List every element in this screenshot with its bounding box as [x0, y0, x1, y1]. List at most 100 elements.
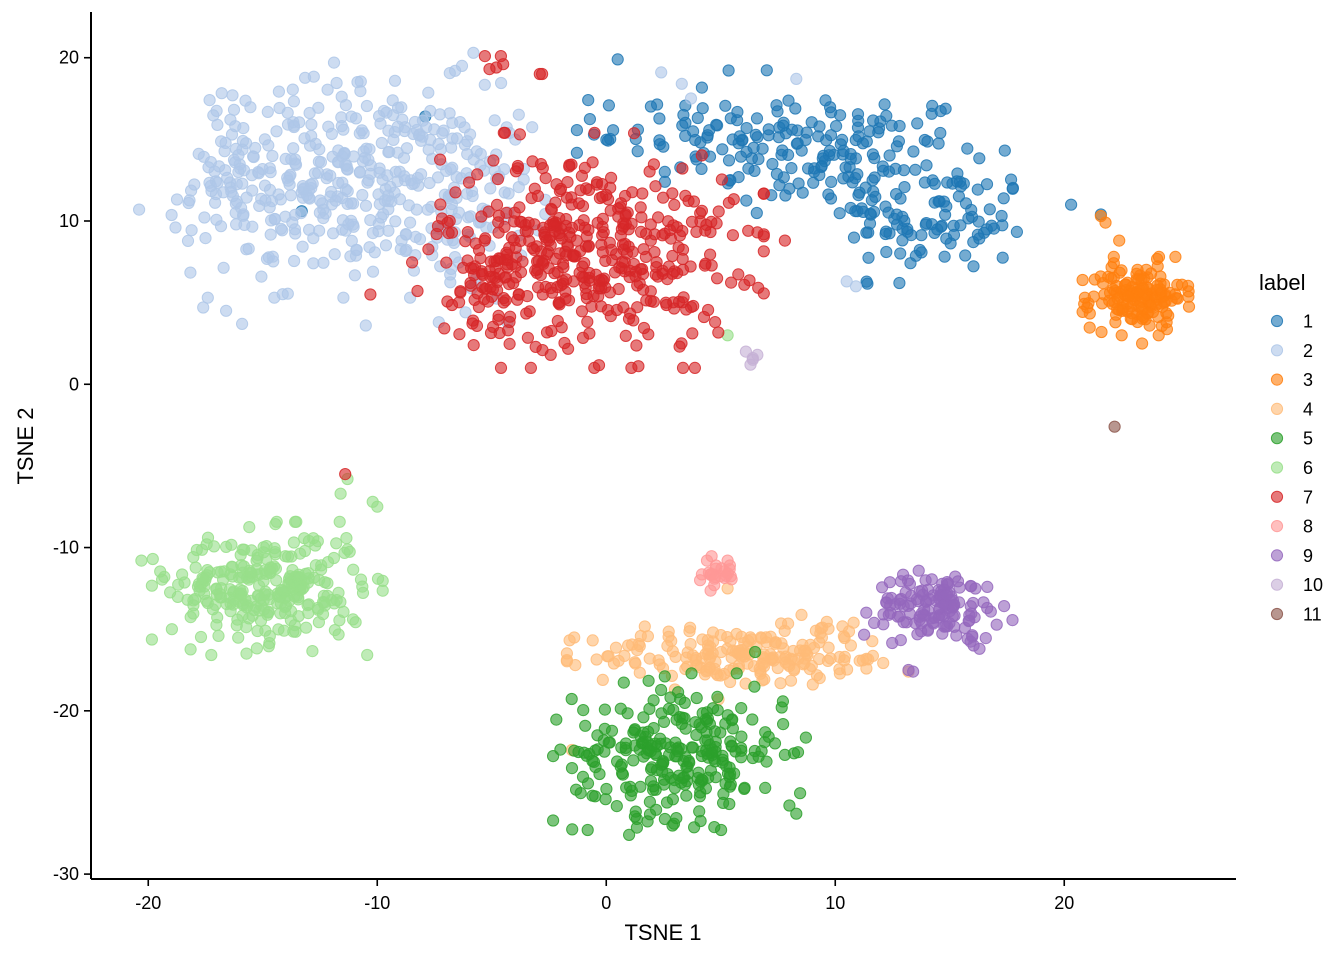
point-4: [784, 674, 798, 687]
point-4: [769, 637, 782, 650]
x-tick-label: -20: [135, 893, 161, 913]
point-7: [682, 194, 695, 207]
point-7: [464, 279, 477, 292]
point-2: [443, 107, 456, 120]
series-11: [1108, 420, 1121, 433]
point-6: [146, 552, 159, 566]
point-6: [245, 544, 258, 557]
point-7: [498, 220, 511, 233]
point-2: [295, 207, 308, 220]
point-6: [211, 566, 224, 579]
point-7: [471, 168, 484, 181]
point-1: [834, 109, 847, 122]
point-1: [830, 120, 843, 133]
point-5: [599, 793, 612, 806]
point-7: [629, 270, 642, 283]
point-6: [184, 643, 197, 656]
point-7: [507, 277, 520, 290]
point-4: [629, 657, 642, 670]
legend-key-6: [1270, 461, 1284, 474]
point-7: [727, 193, 740, 206]
point-7: [632, 360, 645, 373]
point-7: [604, 204, 617, 217]
point-2: [446, 132, 459, 145]
legend-key-11: [1270, 607, 1284, 621]
point-2: [526, 121, 539, 134]
point-6: [257, 546, 270, 559]
point-2: [305, 118, 318, 131]
point-10: [746, 353, 759, 366]
point-4: [696, 633, 709, 646]
point-2: [246, 184, 259, 197]
point-5: [711, 690, 724, 704]
legend-key-1: [1270, 314, 1284, 328]
point-6: [225, 560, 238, 573]
point-6: [245, 566, 258, 580]
point-5: [591, 729, 604, 742]
point-4: [622, 639, 635, 652]
point-5: [566, 823, 579, 836]
point-2: [198, 211, 211, 224]
point-4: [661, 639, 674, 653]
point-2: [380, 106, 393, 119]
point-7: [501, 258, 514, 271]
series-1: [295, 53, 1108, 290]
point-4: [586, 634, 599, 647]
point-2: [314, 156, 327, 169]
point-6: [287, 625, 300, 638]
point-7: [551, 265, 564, 279]
point-2: [495, 76, 508, 90]
point-1: [724, 112, 737, 125]
point-7: [666, 249, 679, 263]
series-8: [694, 550, 738, 597]
point-7: [487, 154, 500, 167]
point-2: [467, 46, 480, 59]
point-3: [1113, 234, 1126, 247]
point-1: [967, 236, 980, 249]
point-5: [589, 744, 602, 757]
point-2: [321, 83, 334, 96]
point-1: [762, 123, 775, 136]
point-5: [748, 680, 761, 693]
point-5: [685, 667, 698, 680]
legend-title: label: [1259, 270, 1305, 295]
point-7: [491, 284, 504, 297]
point-1: [773, 179, 786, 192]
point-7: [478, 50, 491, 63]
point-2: [337, 123, 350, 136]
point-2: [341, 185, 354, 198]
point-7: [648, 228, 661, 241]
point-2: [381, 169, 394, 182]
point-1: [915, 229, 928, 242]
point-7: [574, 245, 587, 258]
point-6: [258, 564, 272, 577]
point-2: [170, 193, 184, 206]
point-3: [1171, 292, 1184, 305]
point-9: [902, 663, 915, 677]
point-1: [995, 209, 1008, 223]
point-5: [637, 711, 650, 724]
point-7: [637, 243, 650, 256]
point-1: [860, 275, 873, 288]
point-5: [654, 732, 667, 745]
point-7: [543, 234, 556, 247]
point-2: [255, 270, 268, 283]
point-2: [324, 169, 337, 182]
point-2: [337, 291, 350, 304]
point-1: [941, 176, 954, 189]
point-5: [579, 719, 592, 732]
point-9: [979, 632, 992, 645]
point-1: [760, 64, 773, 77]
point-7: [605, 171, 618, 184]
point-2: [684, 92, 698, 105]
point-4: [813, 652, 826, 666]
point-6: [254, 614, 268, 627]
point-1: [920, 159, 933, 172]
point-1: [898, 181, 911, 194]
point-9: [941, 576, 954, 589]
point-1: [777, 119, 790, 132]
point-2: [389, 215, 402, 228]
point-2: [230, 178, 243, 191]
point-2: [382, 203, 395, 216]
point-6: [332, 628, 345, 641]
